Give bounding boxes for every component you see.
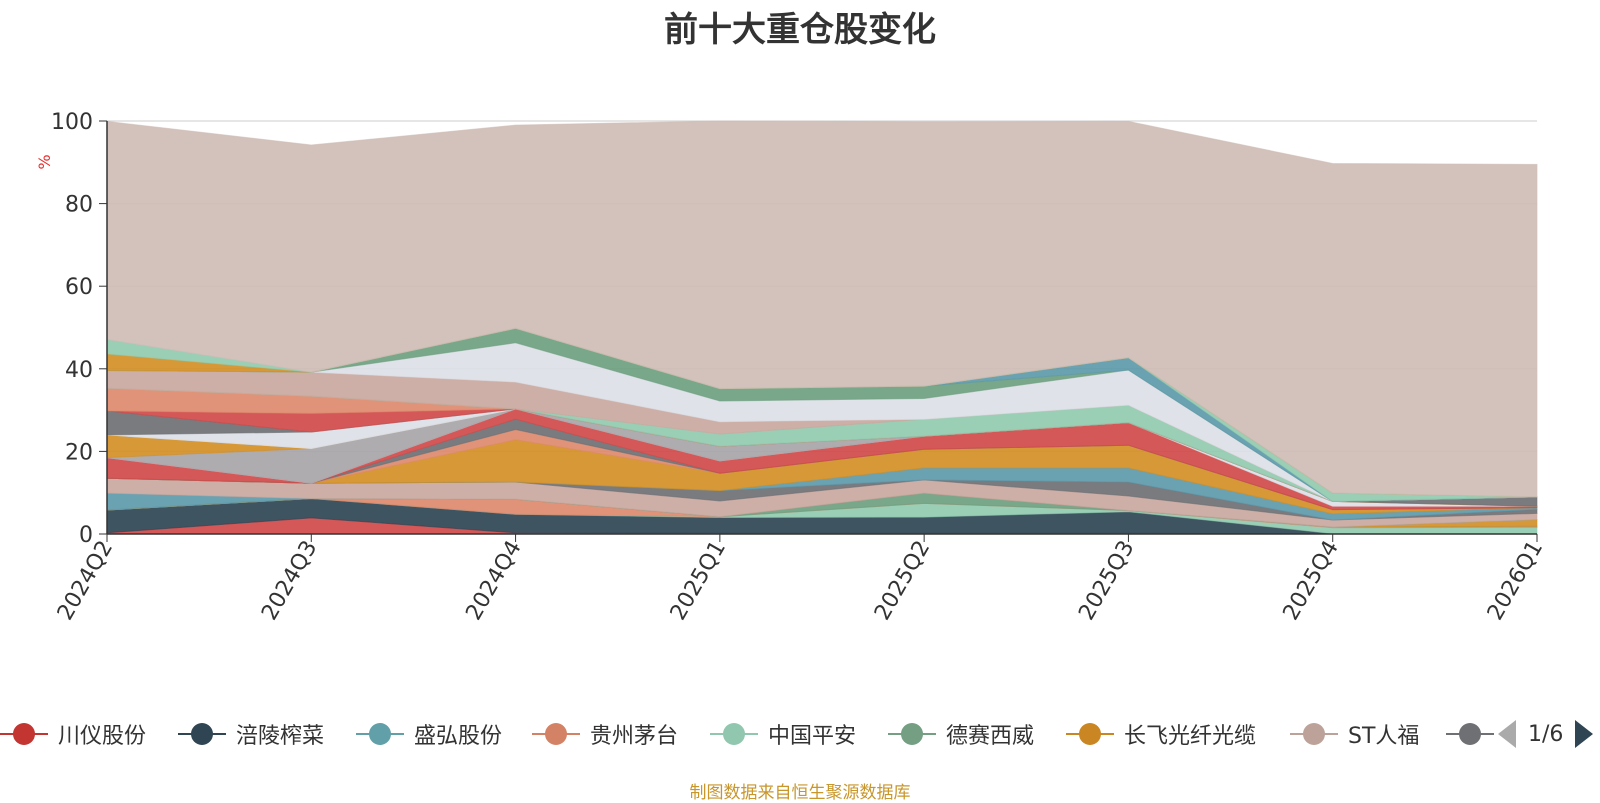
- legend-label: 中国平安: [768, 724, 857, 749]
- y-tick-label: 80: [65, 193, 93, 218]
- legend-item[interactable]: 中国平安: [710, 712, 856, 756]
- y-tick-label: 20: [65, 440, 93, 465]
- legend-label: ST人福: [1348, 724, 1420, 749]
- legend-marker-icon: [1446, 722, 1494, 746]
- legend-marker-icon: [356, 722, 404, 746]
- legend-marker-icon: [1290, 722, 1338, 746]
- legend-page-indicator: 1/6: [1528, 721, 1564, 747]
- legend-label: 贵州茅台: [590, 724, 679, 749]
- x-tick-label: 2024Q3: [257, 537, 322, 625]
- legend-item[interactable]: [1446, 712, 1504, 756]
- legend-pager: 1/6: [1498, 712, 1594, 756]
- y-axis-unit-label: %: [35, 154, 54, 169]
- y-tick-label: 0: [79, 523, 93, 548]
- x-tick-label: 2025Q2: [870, 537, 935, 625]
- legend-item[interactable]: 德赛西威: [888, 712, 1034, 756]
- legend-label: 涪陵榨菜: [236, 724, 325, 749]
- legend-item[interactable]: 长飞光纤光缆: [1066, 712, 1256, 756]
- legend-item[interactable]: ST人福: [1290, 712, 1419, 756]
- legend-marker-icon: [888, 722, 936, 746]
- legend-label: 盛弘股份: [414, 724, 503, 749]
- legend-item[interactable]: 川仪股份: [0, 712, 146, 756]
- chart-title: 前十大重仓股变化: [664, 10, 936, 50]
- x-tick-label: 2026Q1: [1483, 537, 1548, 625]
- x-tick-label: 2025Q3: [1074, 537, 1139, 625]
- area-series-31: [106, 120, 1538, 498]
- legend-prev-arrow-icon[interactable]: [1498, 720, 1516, 748]
- y-tick-label: 60: [65, 275, 93, 300]
- legend-item[interactable]: 涪陵榨菜: [178, 712, 324, 756]
- legend-label: 德赛西威: [946, 724, 1035, 749]
- legend-marker-icon: [532, 722, 580, 746]
- legend-next-arrow-icon[interactable]: [1575, 720, 1594, 748]
- stacked-area-chart: 0 20 40 60 80 100 2024Q2 2024Q3 2024Q4 2025Q1 2025…: [35, 110, 1548, 625]
- y-tick-label: 100: [51, 110, 93, 135]
- area-series: [106, 120, 1538, 535]
- legend-marker-icon: [1066, 722, 1114, 746]
- x-tick-label: 2024Q2: [53, 537, 118, 625]
- x-tick-label: 2024Q4: [461, 537, 526, 625]
- legend-marker-icon: [0, 722, 48, 746]
- legend-label: 长飞光纤光缆: [1124, 724, 1257, 749]
- legend-item[interactable]: 贵州茅台: [532, 712, 678, 756]
- y-tick-label: 40: [65, 358, 93, 383]
- source-note: 制图数据来自恒生聚源数据库: [689, 783, 911, 803]
- legend-marker-icon: [710, 722, 758, 746]
- x-tick-label: 2025Q4: [1279, 537, 1344, 625]
- legend: 川仪股份 涪陵榨菜 盛弘股份 贵州茅台 中国平安 德赛西威 长飞光纤光缆 ST人福 1/6: [0, 712, 1600, 756]
- legend-item[interactable]: 盛弘股份: [356, 712, 502, 756]
- x-tick-label: 2025Q1: [666, 537, 731, 625]
- legend-label: 川仪股份: [58, 724, 147, 749]
- legend-marker-icon: [178, 722, 226, 746]
